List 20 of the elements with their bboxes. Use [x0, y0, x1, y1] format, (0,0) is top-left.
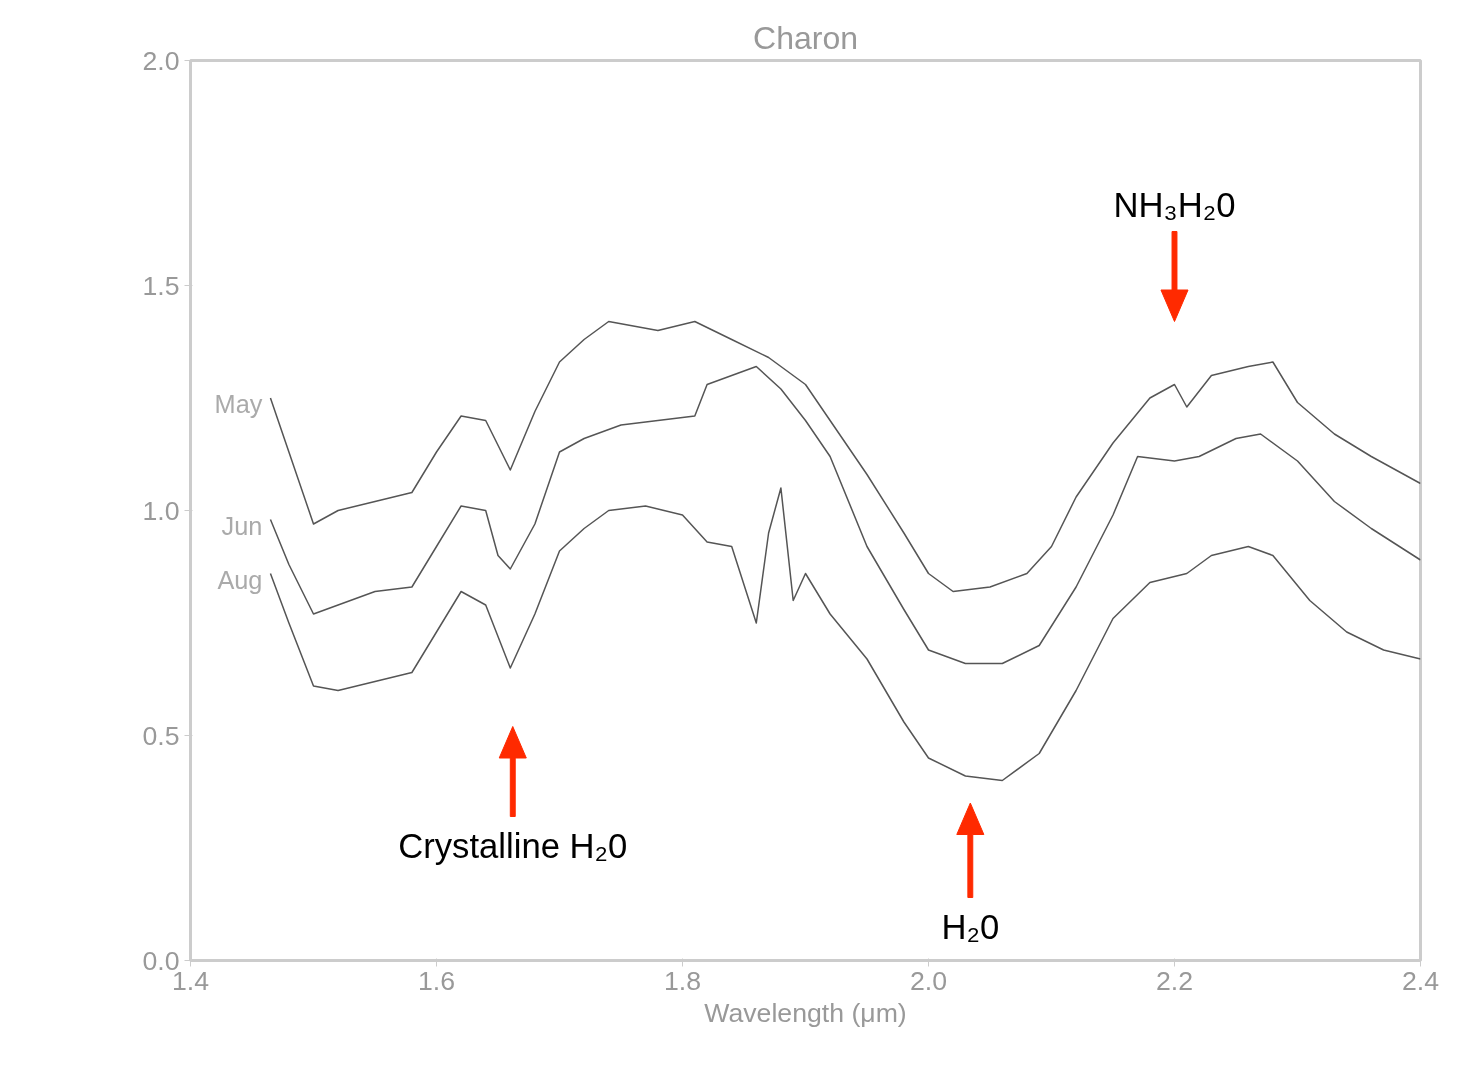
x-tick-label: 1.8 [663, 965, 702, 996]
series-label: Aug [217, 565, 263, 594]
x-tick-label: 2.2 [1155, 965, 1194, 996]
y-tick-label: 1.5 [142, 270, 180, 301]
x-tick-label: 2.0 [909, 965, 948, 996]
x-tick-label: 1.6 [417, 965, 456, 996]
series-label: May [214, 390, 263, 418]
y-tick-label: 1.0 [142, 495, 180, 526]
x-axis-title: Wavelength (μm) [704, 997, 907, 1028]
line-series [269, 487, 1421, 782]
series-label: Jun [221, 511, 263, 540]
x-tick-label: 2.4 [1401, 965, 1440, 996]
y-tick-label: 2.0 [142, 45, 180, 76]
line-series [269, 320, 1421, 593]
annotation: NH₃H₂0 [1113, 185, 1236, 224]
chart-title: Charon [753, 19, 858, 56]
y-tick-label: 0.5 [142, 720, 180, 751]
annotation: H₂0 [941, 907, 1000, 946]
line-series [269, 365, 1421, 665]
annotation: Crystalline H₂0 [398, 826, 628, 865]
